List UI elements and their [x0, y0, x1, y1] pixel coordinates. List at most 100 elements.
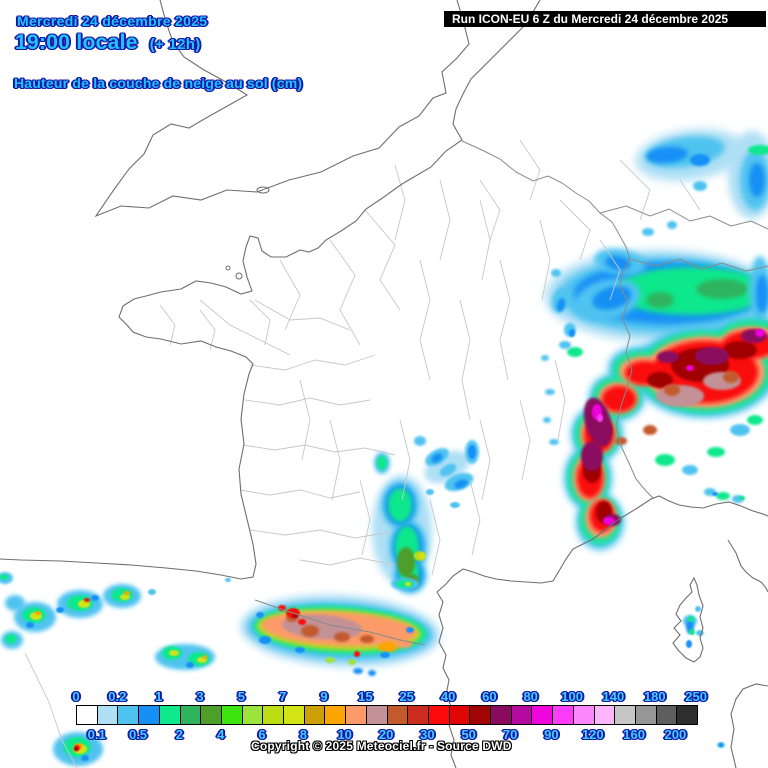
coastline-italy — [727, 539, 768, 593]
legend-cell — [490, 706, 511, 724]
legend-label: 40 — [440, 689, 456, 704]
country-borders — [254, 140, 768, 646]
snow-blob-es — [5, 595, 25, 611]
legend-cell — [138, 706, 159, 724]
legend-label: 250 — [685, 689, 707, 704]
legend-label: 4 — [217, 727, 225, 742]
snow-blob-es — [124, 591, 130, 595]
snow-blob-mc — [450, 502, 460, 508]
snow-blob-alps — [695, 347, 729, 365]
snow-blob-es — [120, 594, 130, 600]
legend-cell — [77, 706, 97, 724]
snow-blob-pyr — [348, 659, 356, 665]
legend-label: 180 — [643, 689, 666, 704]
legend-cell — [572, 706, 594, 724]
snow-blob-alps — [602, 386, 636, 412]
legend-label: 160 — [623, 727, 645, 742]
legend-label: 70 — [502, 727, 518, 742]
snow-blob-pyr — [298, 619, 306, 625]
legend-label: 6 — [258, 727, 266, 742]
snow-blob-es — [186, 662, 194, 668]
snow-blob-alps — [656, 385, 704, 407]
snow-blob-ne — [592, 286, 632, 310]
snow-blob-es — [35, 611, 41, 615]
snow-blob-pyr — [292, 614, 298, 618]
legend-label: 9 — [320, 689, 328, 704]
snow-blob-alps — [583, 397, 613, 447]
snow-blob-tr — [667, 221, 677, 229]
legend-cell — [531, 706, 553, 724]
legend-label: 0.1 — [87, 727, 106, 742]
legend-cell — [179, 706, 201, 724]
snow-blob-alps — [747, 415, 763, 425]
snow-blob-se — [716, 492, 730, 500]
snow-blob-alps — [603, 517, 615, 525]
snow-blob-ne — [646, 292, 674, 308]
snow-blob-alps — [549, 439, 559, 445]
legend-label: 100 — [561, 689, 583, 704]
legend-cell — [345, 706, 366, 724]
legend-label: 8 — [299, 727, 308, 742]
snow-blob-tr — [693, 181, 707, 191]
legend-cell — [593, 706, 615, 724]
snow-blob-es — [81, 755, 89, 761]
legend-label: 2 — [175, 727, 184, 742]
snow-blob-alps — [723, 341, 757, 359]
snow-blob-pyr — [354, 651, 360, 657]
legend-cell — [407, 706, 428, 724]
legend-cell — [386, 706, 408, 724]
snow-blob-es — [84, 598, 90, 602]
snow-blob-mc — [454, 479, 468, 489]
snow-blob-pyr — [295, 647, 305, 653]
isle-of-wight — [256, 186, 270, 194]
snow-blob-pyr — [325, 657, 335, 663]
snow-blob-vj — [551, 269, 561, 277]
snow-blob-pyr — [405, 582, 411, 586]
snow-blob-pyr — [353, 668, 363, 674]
snow-blob-mc — [426, 489, 434, 495]
legend-label: 200 — [664, 727, 687, 742]
legend-cell — [262, 706, 284, 724]
snow-blob-alps — [730, 424, 750, 436]
snow-blob-tr — [748, 145, 768, 155]
map-title: Hauteur de la couche de neige au sol (cm… — [14, 75, 303, 91]
snow-blob-se — [712, 492, 718, 496]
snow-blob-tr — [756, 275, 768, 313]
snow-blob-mc — [397, 547, 415, 577]
snow-blob-mc — [419, 553, 425, 559]
snow-blob-alps — [567, 347, 583, 357]
snow-blob-co — [686, 640, 692, 648]
legend-cell — [200, 706, 221, 724]
legend-label: 140 — [602, 689, 625, 704]
department-boundaries — [24, 139, 701, 768]
legend-label: 10 — [337, 727, 352, 742]
snow-blob-tr — [642, 228, 654, 236]
snow-blob-alps — [615, 437, 627, 445]
legend-label: 0.2 — [108, 689, 127, 704]
legend-cell — [220, 706, 242, 724]
legend-label: 0.5 — [128, 727, 148, 742]
snow-blob-alps — [707, 447, 725, 457]
snow-blob-co — [689, 629, 695, 635]
snow-blob-es — [0, 574, 8, 580]
snow-blob-pyr — [380, 652, 390, 658]
legend-cell — [96, 706, 118, 724]
snow-blob-alps — [682, 465, 698, 475]
legend-cell — [427, 706, 449, 724]
snow-blob-vj — [556, 298, 566, 312]
snow-blob-alps — [545, 389, 555, 395]
snow-blob-alps — [643, 425, 657, 435]
run-info-bar: Run ICON-EU 6 Z du Mercredi 24 décembre … — [444, 11, 766, 27]
legend-label: 90 — [544, 727, 559, 742]
snow-blob-pyr — [360, 635, 374, 643]
legend-label: 5 — [237, 689, 246, 704]
coastline-england — [94, 0, 470, 218]
legend-cell — [655, 706, 677, 724]
legend-cell — [614, 706, 635, 724]
snow-blob-es — [169, 650, 179, 656]
snow-blob-pyr — [301, 625, 319, 637]
copyright-text: Copyright © 2025 Meteociel.fr - Source D… — [251, 739, 512, 753]
snow-blob-mc — [431, 453, 443, 463]
